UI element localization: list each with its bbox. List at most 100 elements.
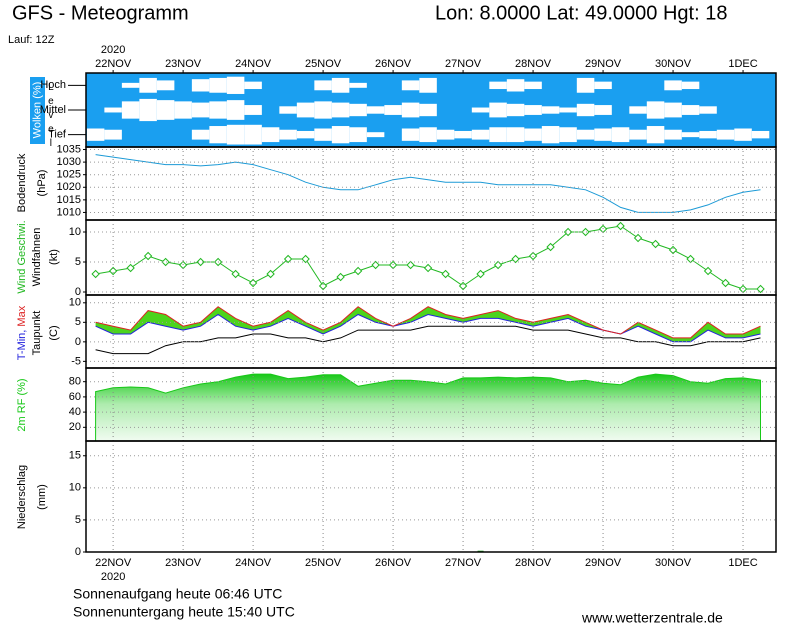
cloud-cell xyxy=(734,128,752,141)
cloud-cell xyxy=(104,107,122,113)
cloud-cell xyxy=(156,100,175,120)
cloud-cell xyxy=(576,103,595,117)
cloud-cell xyxy=(664,80,682,91)
cloud-cell xyxy=(121,82,140,88)
cloud-cell xyxy=(349,127,367,143)
y-tick-label: 80 xyxy=(69,376,81,388)
cloud-cell xyxy=(244,105,262,115)
level-label: Level xyxy=(45,82,56,152)
cloud-cell xyxy=(331,102,350,118)
cloud-cell xyxy=(261,127,280,143)
panel-frame xyxy=(85,294,777,369)
wind-marker xyxy=(336,272,345,282)
cloud-level-label: Hoch xyxy=(40,79,66,91)
x-tick-label-top: 30NOV xyxy=(655,58,692,70)
wind-marker xyxy=(581,227,590,237)
cloud-cell xyxy=(174,101,192,119)
pressure-unit: (hPa) xyxy=(36,170,48,197)
series-line xyxy=(95,325,761,355)
cloud-cell xyxy=(524,105,542,115)
wind-marker xyxy=(633,233,643,243)
temp-unit: (C) xyxy=(48,325,60,340)
wind-marker xyxy=(756,284,765,294)
cloud-cell xyxy=(471,129,490,140)
wind-marker xyxy=(476,269,485,279)
x-tick-label-bottom: 22NOV xyxy=(95,557,132,569)
cloud-cell xyxy=(314,101,332,119)
wind-marker xyxy=(406,260,415,270)
x-tick-label-top: 27NOV xyxy=(445,58,482,70)
wind-marker xyxy=(301,254,310,264)
wind-marker xyxy=(563,227,573,237)
series-line xyxy=(95,225,761,290)
cloud-cell xyxy=(594,128,612,141)
cloud-cell xyxy=(524,128,542,141)
wind-marker xyxy=(721,278,730,288)
wind-marker xyxy=(283,254,293,264)
cloud-cell xyxy=(524,81,542,90)
cloud-cell xyxy=(699,130,717,139)
cloud-cell xyxy=(156,80,175,91)
cloud-cell xyxy=(191,129,210,140)
wind-marker xyxy=(668,245,678,255)
location: Lon: 8.0000 Lat: 49.0000 Hgt: 18 xyxy=(435,2,727,24)
cloud-cell xyxy=(751,130,770,139)
y-tick-label: 60 xyxy=(69,391,81,403)
cloud-cell xyxy=(349,103,367,117)
cloud-cell xyxy=(139,98,157,122)
cloud-cell xyxy=(244,81,262,90)
y-tick-label: 0 xyxy=(75,546,81,558)
x-tick-label-top: 28NOV xyxy=(515,58,552,70)
cloud-level-label: Mittel xyxy=(40,104,66,116)
wind-marker xyxy=(196,257,205,267)
cloud-cell xyxy=(611,127,630,143)
cloud-cell xyxy=(594,81,612,90)
wind-marker xyxy=(441,269,450,279)
wind-marker xyxy=(266,269,275,279)
x-tick-label-top: 22NOV xyxy=(95,58,132,70)
x-tick-label-bottom: 26NOV xyxy=(375,557,412,569)
cloud-cell xyxy=(646,126,665,144)
cloud-cell xyxy=(209,101,227,119)
wind-barb-label: Windfahnen xyxy=(31,228,43,287)
cloud-cell xyxy=(296,102,315,118)
wind-marker xyxy=(703,266,713,276)
x-tick-label-bottom: 24NOV xyxy=(235,557,272,569)
wind-label: Wind Geschwi. xyxy=(16,220,28,293)
wind-marker xyxy=(91,269,100,279)
year-bottom: 2020 xyxy=(101,571,125,583)
wind-unit: (kt) xyxy=(48,249,60,265)
precip-unit: (mm) xyxy=(36,484,48,510)
dewpoint-label: Taupunkt xyxy=(31,311,43,356)
cloud-cell xyxy=(541,126,560,144)
year-top: 2020 xyxy=(101,44,125,56)
cloud-cell xyxy=(559,127,577,143)
cloud-cell xyxy=(279,106,297,114)
y-tick-label: 1020 xyxy=(57,181,81,193)
cloud-cell xyxy=(226,76,245,94)
wind-marker xyxy=(371,260,380,270)
cloud-cell xyxy=(559,107,577,113)
cloud-cell xyxy=(401,102,420,118)
cloud-label-box xyxy=(30,77,45,144)
cloud-cell xyxy=(506,79,525,92)
cloud-cell xyxy=(366,132,385,138)
cloud-cell xyxy=(576,77,595,93)
cloud-cell xyxy=(419,77,437,93)
wind-marker xyxy=(248,278,258,288)
wind-marker xyxy=(493,260,503,270)
y-tick-label: 1015 xyxy=(57,194,81,206)
cloud-cell xyxy=(664,129,682,140)
cloud-cell xyxy=(366,106,385,114)
wind-marker xyxy=(126,263,135,273)
panels xyxy=(68,70,777,553)
title: GFS - Meteogramm xyxy=(12,2,189,24)
y-tick-label: -5 xyxy=(71,355,81,367)
x-tick-label-top: 23NOV xyxy=(165,58,202,70)
cloud-level-label: Tief xyxy=(48,129,67,141)
rh-area xyxy=(95,373,761,442)
wind-marker xyxy=(616,221,625,231)
wind-marker xyxy=(686,254,695,264)
cloud-cell xyxy=(506,103,525,117)
cloud-cell xyxy=(104,129,122,140)
